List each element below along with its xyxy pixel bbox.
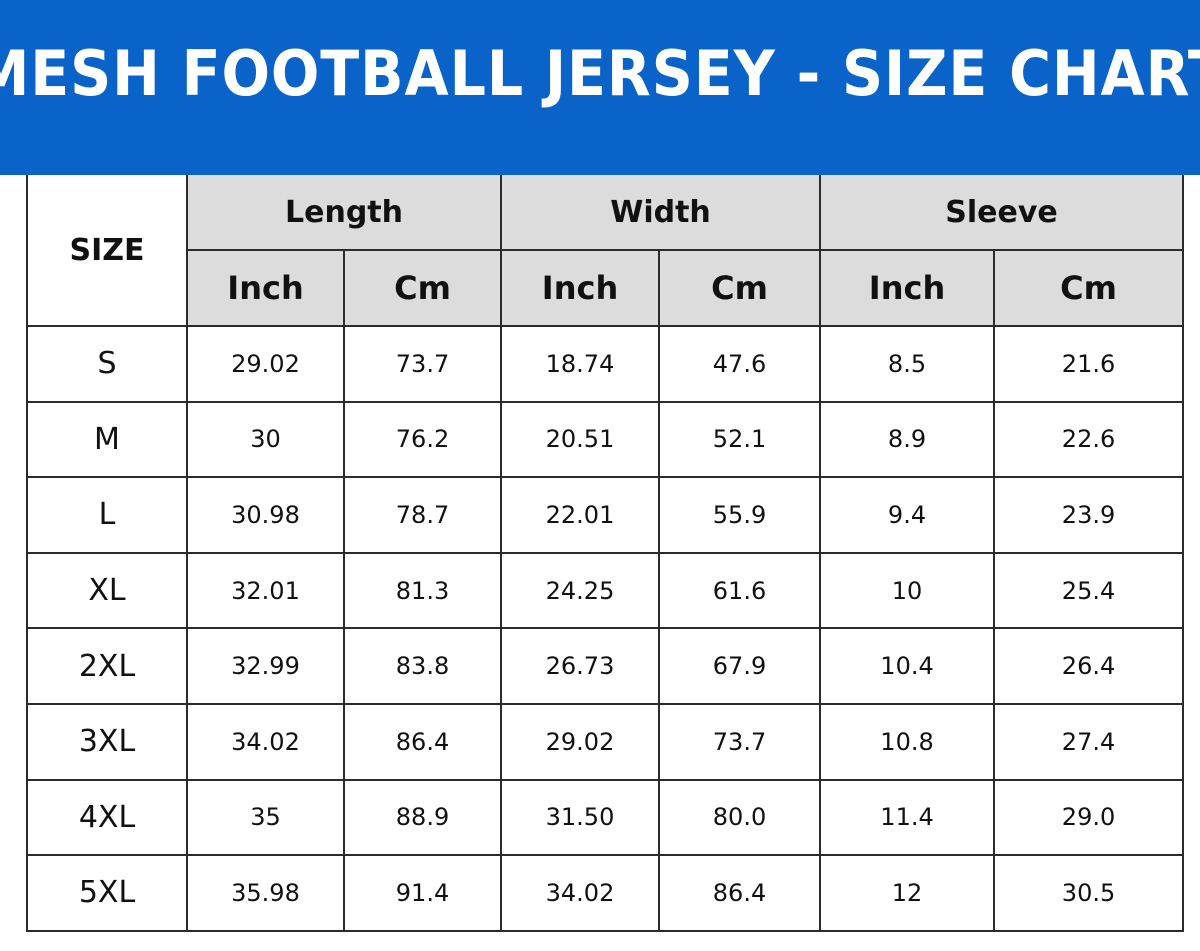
width-inch-cell: 31.50 [500, 778, 660, 857]
length-cm-cell: 73.7 [343, 325, 502, 403]
size-label-cell: 5XL [26, 854, 188, 932]
sleeve-inch-cell: 9.4 [819, 476, 996, 554]
size-table-body: S 29.02 73.7 18.74 47.6 8.5 21.6 M 30 76.2 20.51 52… [26, 325, 1185, 932]
sleeve-inch-cell: 8.9 [819, 400, 996, 479]
table-row: M 30 76.2 20.51 52.1 8.9 22.6 [26, 400, 1185, 479]
length-inch-cell: 35.98 [186, 854, 345, 932]
length-cm-cell: 88.9 [343, 778, 502, 857]
table-row: L 30.98 78.7 22.01 55.9 9.4 23.9 [26, 476, 1185, 554]
width-group-header: Width [499, 175, 822, 251]
width-cm-cell: 47.6 [657, 325, 822, 403]
width-inch-cell: 26.73 [500, 627, 660, 705]
sleeve-inch-cell: 10 [819, 551, 996, 630]
size-label-cell: L [26, 476, 188, 554]
size-label-cell: M [26, 400, 188, 479]
table-row: 3XL 34.02 86.4 29.02 73.7 10.8 27.4 [26, 702, 1185, 781]
width-cm-header: Cm [657, 249, 822, 327]
length-inch-cell: 34.02 [186, 702, 345, 781]
table-row: 5XL 35.98 91.4 34.02 86.4 12 30.5 [26, 854, 1185, 932]
width-cm-cell: 55.9 [657, 476, 822, 554]
width-inch-cell: 34.02 [500, 854, 660, 932]
sleeve-cm-cell: 22.6 [993, 400, 1185, 479]
sleeve-cm-cell: 25.4 [993, 551, 1185, 630]
length-inch-header: Inch [186, 249, 345, 327]
width-cm-cell: 67.9 [657, 627, 822, 705]
table-row: XL 32.01 81.3 24.25 61.6 10 25.4 [26, 551, 1185, 630]
table-row: S 29.02 73.7 18.74 47.6 8.5 21.6 [26, 325, 1185, 403]
page-title: MESH FOOTBALL JERSEY - SIZE CHART [0, 37, 1200, 110]
table-row: 4XL 35 88.9 31.50 80.0 11.4 29.0 [26, 778, 1185, 857]
size-label-cell: 3XL [26, 702, 188, 781]
width-inch-header: Inch [500, 249, 660, 327]
width-inch-cell: 29.02 [500, 702, 660, 781]
width-cm-cell: 52.1 [657, 400, 822, 479]
width-cm-cell: 86.4 [657, 854, 822, 932]
length-cm-cell: 78.7 [343, 476, 502, 554]
size-chart-table: SIZE Length Width Sleeve Inch Cm Inch Cm… [26, 175, 1185, 932]
sleeve-group-header: Sleeve [819, 175, 1185, 251]
length-inch-cell: 32.01 [186, 551, 345, 630]
width-inch-cell: 18.74 [500, 325, 660, 403]
width-cm-cell: 80.0 [657, 778, 822, 857]
length-cm-cell: 86.4 [343, 702, 502, 781]
sleeve-inch-cell: 11.4 [819, 778, 996, 857]
length-cm-header: Cm [343, 249, 502, 327]
sleeve-cm-cell: 23.9 [993, 476, 1185, 554]
title-banner: MESH FOOTBALL JERSEY - SIZE CHART [0, 0, 1200, 175]
sleeve-inch-cell: 10.4 [819, 627, 996, 705]
width-cm-cell: 73.7 [657, 702, 822, 781]
width-cm-cell: 61.6 [657, 551, 822, 630]
sleeve-inch-cell: 8.5 [819, 325, 996, 403]
sleeve-inch-cell: 10.8 [819, 702, 996, 781]
size-column-header: SIZE [26, 175, 188, 327]
sleeve-cm-cell: 26.4 [993, 627, 1185, 705]
length-group-header: Length [186, 175, 502, 251]
length-inch-cell: 35 [186, 778, 345, 857]
length-cm-cell: 81.3 [343, 551, 502, 630]
length-cm-cell: 91.4 [343, 854, 502, 932]
table-row: 2XL 32.99 83.8 26.73 67.9 10.4 26.4 [26, 627, 1185, 705]
length-inch-cell: 29.02 [186, 325, 345, 403]
width-inch-cell: 20.51 [500, 400, 660, 479]
length-inch-cell: 30 [186, 400, 345, 479]
group-header-row: SIZE Length Width Sleeve [26, 175, 1185, 327]
sleeve-cm-cell: 21.6 [993, 325, 1185, 403]
sleeve-cm-header: Cm [993, 249, 1185, 327]
sleeve-inch-cell: 12 [819, 854, 996, 932]
sleeve-cm-cell: 30.5 [993, 854, 1185, 932]
width-inch-cell: 22.01 [500, 476, 660, 554]
length-cm-cell: 83.8 [343, 627, 502, 705]
size-label-cell: 2XL [26, 627, 188, 705]
size-label-cell: XL [26, 551, 188, 630]
length-inch-cell: 30.98 [186, 476, 345, 554]
sleeve-cm-cell: 29.0 [993, 778, 1185, 857]
sleeve-cm-cell: 27.4 [993, 702, 1185, 781]
length-inch-cell: 32.99 [186, 627, 345, 705]
width-inch-cell: 24.25 [500, 551, 660, 630]
size-label-cell: 4XL [26, 778, 188, 857]
length-cm-cell: 76.2 [343, 400, 502, 479]
unit-header-row: Inch Cm Inch Cm Inch Cm [27, 249, 1185, 327]
size-label-cell: S [26, 325, 188, 403]
sleeve-inch-header: Inch [819, 249, 996, 327]
